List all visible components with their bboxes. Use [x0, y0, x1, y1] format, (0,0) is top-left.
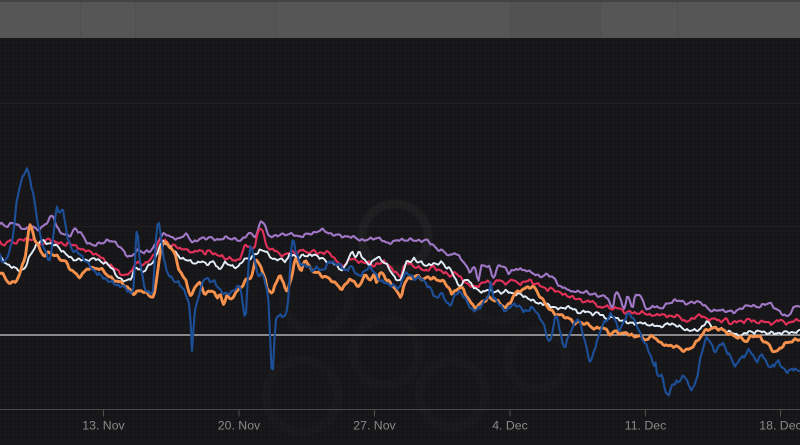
svg-text:27. Nov: 27. Nov: [353, 419, 396, 433]
svg-text:18. Dec: 18. Dec: [759, 419, 800, 433]
svg-text:20. Nov: 20. Nov: [218, 419, 261, 433]
svg-text:13. Nov: 13. Nov: [82, 419, 125, 433]
svg-text:11. Dec: 11. Dec: [625, 419, 666, 433]
svg-text:4. Dec: 4. Dec: [492, 419, 528, 433]
